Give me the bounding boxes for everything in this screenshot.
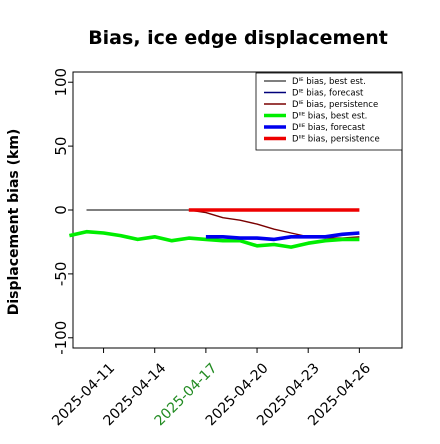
y-axis-label: Displacement bias (km) <box>6 129 22 316</box>
y-tick-label: 0 <box>52 205 70 215</box>
legend-entry: Dᴵᴵᴱ bias, forecast <box>292 123 366 133</box>
legend-entry: Dᴵᴱ bias, best est. <box>292 77 366 87</box>
y-tick-label: -100 <box>52 321 70 355</box>
series-line-d-bias-forecast <box>205 231 360 242</box>
legend-entry: Dᴵᴱ bias, persistence <box>292 100 378 110</box>
y-tick-label: -50 <box>52 262 70 287</box>
y-tick-label: 50 <box>52 137 70 156</box>
legend-entry: Dᴵᴱ bias, forecast <box>292 89 364 99</box>
legend-entry: Dᴵᴵᴱ bias, best est. <box>292 112 367 122</box>
legend: Dᴵᴱ bias, best est. Dᴵᴱ bias, forecastDᴵᴱ… <box>255 72 403 151</box>
chart-title: Bias, ice edge displacement <box>88 27 388 49</box>
series-line-d-bias-persistence <box>188 209 360 239</box>
legend-entry: Dᴵᴵᴱ bias, persistence <box>292 135 380 145</box>
series-line-d-bias-best-est <box>68 229 360 249</box>
y-tick-label: 100 <box>52 68 70 97</box>
